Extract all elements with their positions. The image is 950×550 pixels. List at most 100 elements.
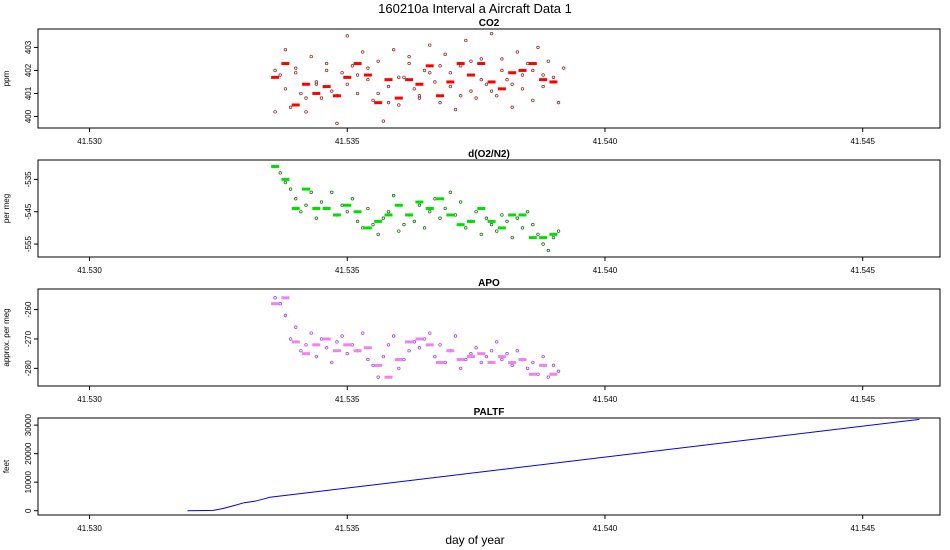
x-tick-label: 41.545: [850, 137, 875, 146]
data-point: [366, 66, 370, 70]
data-point: [386, 101, 391, 105]
data-point: [355, 91, 360, 96]
y-tick-label: -555: [24, 236, 33, 253]
data-point: [474, 96, 478, 100]
data-point: [366, 206, 370, 211]
y-tick-label: -280: [24, 360, 33, 377]
data-point: [283, 180, 288, 185]
y-tick-label: 0: [24, 508, 33, 513]
data-point: [546, 59, 550, 63]
data-point: [324, 346, 329, 350]
data-point: [453, 334, 458, 338]
data-point: [340, 71, 344, 75]
x-tick-label: 41.530: [77, 266, 102, 275]
x-tick-label: 41.535: [335, 137, 360, 146]
data-point: [402, 223, 406, 227]
panel-paltf: PALTF feet 0 10000 20000 30000 41.530 41.535 41.…: [2, 407, 941, 533]
data-point: [469, 352, 473, 356]
data-point: [433, 197, 437, 201]
panel-title: APO: [478, 278, 500, 289]
plot-frame: [37, 417, 941, 516]
data-point: [443, 360, 447, 365]
data-point: [386, 210, 391, 214]
data-point: [500, 357, 504, 362]
data-point: [319, 96, 324, 100]
data-point: [459, 200, 463, 204]
data-point: [438, 343, 442, 347]
y-axis-label: ppm: [2, 70, 11, 86]
data-point: [283, 87, 288, 91]
data-point: [495, 229, 499, 233]
data-point: [386, 84, 391, 89]
x-tick-label: 41.540: [593, 395, 618, 404]
data-point: [304, 203, 308, 207]
data-point: [422, 68, 427, 73]
data-point: [376, 59, 380, 63]
data-point: [541, 354, 545, 359]
data-point: [500, 213, 504, 217]
data-point: [438, 64, 442, 68]
data-point: [314, 80, 318, 84]
panel-title: d(O2/N2): [468, 149, 510, 160]
y-axis-label: per meg: [2, 194, 11, 223]
data-point: [391, 48, 396, 52]
data-point: [510, 363, 514, 368]
y-axis-label: feet: [2, 459, 11, 473]
data-point: [294, 71, 298, 75]
data-point: [376, 375, 380, 379]
data-point: [556, 229, 561, 233]
panels: CO2 ppm 400 401 402 403 41.530 41.535 41.540 41.5…: [2, 18, 941, 533]
y-axis-label: approx. per meg: [2, 308, 11, 366]
data-point: [345, 34, 349, 38]
data-point: [459, 94, 463, 98]
data-point: [433, 80, 437, 84]
data-point: [428, 210, 432, 214]
panel-apo: APO approx. per meg -260 -270 -280 41.530 41.5…: [2, 278, 941, 404]
data-point: [531, 360, 535, 365]
data-point: [479, 232, 483, 237]
data-point: [309, 331, 313, 335]
data-point: [422, 337, 427, 341]
data-point: [417, 96, 422, 100]
data-point: [489, 223, 494, 227]
data-point: [294, 66, 298, 70]
data-point: [479, 78, 483, 82]
data-point: [417, 346, 422, 350]
data-point: [278, 302, 282, 306]
x-tick-label: 41.540: [593, 137, 618, 146]
data-point: [376, 232, 380, 237]
y-tick-label: -545: [24, 203, 33, 220]
data-point: [526, 210, 530, 214]
data-point: [335, 340, 339, 344]
data-point: [361, 50, 365, 54]
data-point: [273, 296, 277, 300]
data-point: [381, 119, 385, 123]
data-point: [299, 91, 303, 96]
panel-title: CO2: [479, 18, 500, 29]
data-point: [505, 78, 509, 82]
data-point: [515, 50, 519, 54]
data-point: [371, 223, 375, 227]
plot-frame: [37, 28, 941, 129]
data-point: [391, 334, 396, 338]
data-point: [324, 61, 329, 66]
data-point: [551, 235, 556, 240]
data-point: [309, 54, 313, 59]
data-point: [474, 346, 478, 350]
data-point: [304, 110, 308, 114]
data-point: [448, 71, 452, 75]
data-point: [505, 352, 509, 356]
data-point: [541, 242, 545, 246]
data-point: [422, 226, 427, 230]
y-tick-label: 401: [24, 86, 33, 100]
data-point: [531, 98, 535, 103]
data-point: [407, 61, 411, 66]
data-point: [273, 68, 277, 73]
data-point: [428, 43, 432, 47]
data-point: [500, 68, 504, 73]
data-point: [489, 349, 494, 353]
data-point: [526, 61, 530, 66]
data-point: [428, 71, 432, 75]
data-point: [510, 82, 514, 86]
data-point: [304, 343, 308, 347]
